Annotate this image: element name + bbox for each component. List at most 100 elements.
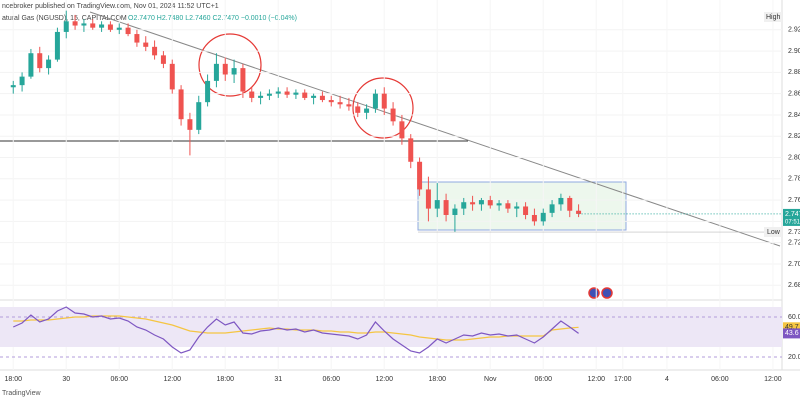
x-tick-label: 06:00 (711, 376, 729, 383)
y-tick-label: 2.92 (788, 27, 800, 34)
candle-body (63, 21, 69, 32)
rsi-value-tag (783, 328, 800, 339)
candle-body (523, 206, 529, 215)
x-tick-label: 18:00 (428, 376, 446, 383)
candle-body (293, 92, 299, 95)
brand: TradingView (2, 390, 41, 397)
rsi-value-label: 43.6 (785, 330, 799, 337)
candle-body (116, 27, 122, 30)
y-tick-label: 2.82 (788, 133, 800, 140)
candle-body (531, 214, 537, 222)
y-tick-label: 2.76 (788, 197, 800, 204)
low-label: Low (767, 229, 781, 236)
candle-body (205, 80, 211, 103)
rsi-line (13, 306, 579, 354)
x-tick-label: 12:00 (764, 376, 782, 383)
candle-body (231, 68, 237, 75)
high-label: High (766, 14, 781, 21)
candle-body (99, 24, 105, 28)
rsi-tick-label: 20.00 (788, 354, 800, 361)
candle-body (54, 31, 60, 60)
highlight-circle (198, 33, 262, 97)
x-tick-label: Nov (484, 376, 497, 383)
candle-body (372, 93, 378, 109)
candle-body (107, 24, 113, 30)
rsi-value-label: 49.7 (785, 324, 799, 331)
y-tick-label: 2.78 (788, 176, 800, 183)
y-tick-label: 2.90 (788, 48, 800, 55)
candle-body (90, 23, 96, 28)
candle-body (364, 108, 370, 113)
x-tick-label: 12:00 (375, 376, 393, 383)
candle-body (434, 200, 440, 209)
x-tick-label: 06:00 (534, 376, 552, 383)
candle-body (328, 100, 334, 103)
published-line: ncebroker published on TradingView.com, … (2, 3, 219, 10)
range-box (417, 181, 627, 231)
candle-body (72, 21, 78, 26)
x-tick-label: 17:00 (614, 376, 632, 383)
candle-body (425, 189, 431, 209)
y-tick-label: 2.86 (788, 91, 800, 98)
candle-body (399, 121, 405, 139)
candle-body (134, 34, 140, 43)
countdown: 07:51 (785, 219, 800, 225)
candle-body (346, 104, 352, 107)
candle-body (408, 138, 414, 162)
candle-body (390, 108, 396, 122)
candle-body (169, 63, 175, 90)
x-tick-label: 18:00 (216, 376, 234, 383)
candle-body (302, 92, 308, 98)
event-flag (601, 287, 613, 299)
y-tick-label: 2.88 (788, 69, 800, 76)
candle-body (196, 102, 202, 130)
candle-body (160, 55, 166, 64)
y-tick-label: 2.84 (788, 112, 800, 119)
candle-body (478, 200, 484, 205)
y-tick-label: 2.68 (788, 282, 800, 289)
candle-body (240, 68, 246, 92)
candle-body (143, 42, 149, 47)
x-tick-label: 31 (274, 376, 282, 383)
candle-body (213, 63, 219, 81)
candle-body (452, 208, 458, 215)
x-tick-label: 4 (665, 376, 669, 383)
candle-body (81, 23, 87, 26)
candle-body (461, 202, 467, 209)
ohlc-readout: O2.7470 H2.7480 L2.7460 C2.7470 −0.0010 … (128, 15, 297, 22)
x-tick-label: 12:00 (163, 376, 181, 383)
candle-body (576, 210, 582, 214)
candle-body (417, 161, 423, 190)
candle-body (558, 197, 564, 205)
candle-body (19, 76, 25, 86)
candle-body (567, 197, 573, 211)
candle-body (381, 93, 387, 109)
candle-body (549, 204, 555, 213)
candle-body (355, 106, 361, 113)
candle-body (505, 203, 511, 209)
candle-body (46, 59, 52, 69)
candle-body (187, 119, 193, 130)
x-tick-label: 06:00 (322, 376, 340, 383)
last-price-label: 2.747 (785, 211, 800, 218)
candle-body (152, 46, 158, 56)
x-tick-label: 12:00 (587, 376, 605, 383)
candle-body (443, 200, 449, 215)
rsi-ma-line (13, 315, 579, 341)
rsi-band (0, 307, 782, 347)
candle-body (275, 91, 281, 94)
candle-body (258, 95, 264, 98)
candle-body (337, 102, 343, 105)
event-flag (588, 287, 600, 299)
last-price-tag (783, 208, 800, 226)
highlight-circle (352, 77, 414, 139)
low-price-label: 2.73 (788, 229, 800, 236)
low-tag (764, 227, 782, 238)
candle-body (249, 91, 255, 98)
candle-body (10, 85, 16, 88)
y-tick-label: 2.72 (788, 240, 800, 247)
y-tick-label: 2.70 (788, 261, 800, 268)
candle-body (28, 53, 34, 77)
candle-body (319, 95, 325, 101)
rsi-value-tag (783, 322, 800, 333)
